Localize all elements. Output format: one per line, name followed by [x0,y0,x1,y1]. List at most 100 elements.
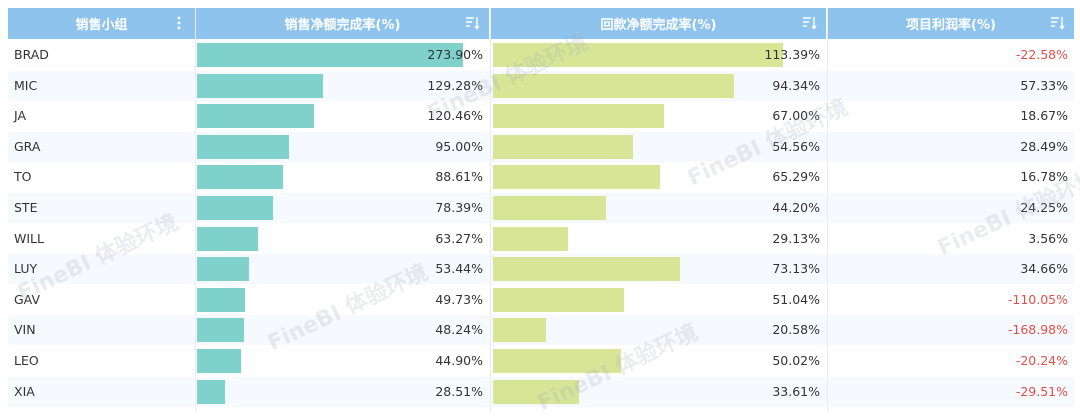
sales-completion-cell: 129.28% [196,71,489,101]
payment-completion-cell: 29.13% [491,224,826,254]
payment-completion-cell: 20.58% [491,315,826,345]
table-row[interactable]: LEO 44.90% 50.02% -20.24% [8,346,1074,376]
sales-completion-bar [197,43,463,67]
payment-completion-bar [493,287,624,312]
payment-completion-bar [493,73,734,98]
sales-completion-bar [197,257,249,282]
payment-completion-cell: 73.13% [491,254,826,284]
header-sales-group[interactable]: 销售小组 [8,8,195,39]
profit-margin-cell: 16.78% [828,162,1074,192]
sales-completion-cell: 78.39% [196,193,489,223]
table-row[interactable]: VIN 48.24% 20.58% -168.98% [8,315,1074,346]
sales-group-cell: TO [14,169,32,185]
header-sales-group-label: 销售小组 [75,18,128,33]
payment-completion-cell: 50.02% [491,346,826,376]
more-vertical-icon[interactable] [171,15,187,31]
profit-margin-cell: -22.58% [828,40,1074,70]
profit-margin-value: -20.24% [1015,353,1068,368]
payment-completion-value: 50.02% [772,353,820,368]
payment-completion-bar [493,318,546,343]
sales-completion-bar [197,73,323,98]
sales-group-cell: XIA [14,383,35,399]
sales-completion-value: 78.39% [435,200,483,215]
profit-margin-value: 34.66% [1020,261,1068,277]
sales-completion-bar [197,379,225,404]
table-row[interactable]: JA 120.46% 67.00% 18.67% [8,101,1074,132]
profit-margin-cell: 3.56% [828,224,1074,254]
sales-group-cell: WILL [14,230,44,246]
sales-group-cell: STE [14,200,38,215]
payment-completion-bar [493,134,633,159]
table-row[interactable]: XIA 28.51% 33.61% -29.51% [8,376,1074,407]
column-divider [195,8,196,413]
sales-completion-value: 48.24% [435,322,483,338]
profit-margin-cell: 57.33% [828,71,1074,101]
payment-completion-cell: 51.04% [491,285,826,315]
payment-completion-value: 113.39% [764,47,820,62]
sales-completion-cell: 95.00% [196,132,489,162]
sales-completion-value: 88.61% [435,169,483,185]
sales-group-cell: GRA [14,138,41,154]
sales-completion-cell: 53.44% [196,254,489,284]
profit-margin-value: 57.33% [1020,77,1068,93]
sales-completion-value: 49.73% [435,291,483,307]
header-payment-completion[interactable]: 回款净额完成率(%) [491,8,826,39]
sales-completion-cell: 48.24% [196,315,489,345]
table-row[interactable]: WILL 63.27% 29.13% 3.56% [8,223,1074,254]
payment-completion-value: 29.13% [772,230,820,246]
header-profit-margin[interactable]: 项目利润率(%) [828,8,1074,39]
payment-completion-value: 65.29% [772,169,820,185]
sales-group-cell: LUY [14,261,38,277]
header-sales-completion[interactable]: 销售净额完成率(%) [196,8,489,39]
profit-margin-value: 24.25% [1020,200,1068,215]
profit-margin-cell: 24.25% [828,193,1074,223]
payment-completion-value: 44.20% [772,200,820,215]
payment-completion-bar [493,226,568,251]
payment-completion-bar [493,43,783,67]
sales-group-cell: JA [14,108,27,124]
table-row[interactable]: LUY 53.44% 73.13% 34.66% [8,254,1074,285]
sales-completion-cell: 49.73% [196,285,489,315]
payment-completion-bar [493,165,660,190]
payment-completion-cell: 65.29% [491,162,826,192]
sort-icon[interactable] [465,15,481,31]
payment-completion-bar [493,349,621,373]
profit-margin-value: -168.98% [1007,322,1068,338]
sort-icon[interactable] [802,15,818,31]
payment-completion-value: 94.34% [772,77,820,93]
profit-margin-cell: 28.49% [828,132,1074,162]
payment-completion-value: 67.00% [772,108,820,124]
profit-margin-value: 18.67% [1020,108,1068,124]
payment-completion-value: 54.56% [772,138,820,154]
profit-margin-value: -22.58% [1015,47,1068,62]
profit-margin-cell: 34.66% [828,254,1074,284]
sales-completion-bar [197,134,289,159]
table-row[interactable]: GRA 95.00% 54.56% 28.49% [8,131,1074,162]
sales-completion-bar [197,287,245,312]
sort-icon[interactable] [1050,15,1066,31]
sales-group-cell: MIC [14,77,38,93]
sales-completion-cell: 44.90% [196,346,489,376]
table-row[interactable]: STE 78.39% 44.20% 24.25% [8,193,1074,223]
payment-completion-cell: 113.39% [491,40,826,70]
payment-completion-bar [493,104,664,129]
table-row[interactable]: TO 88.61% 65.29% 16.78% [8,162,1074,193]
table-row[interactable]: MIC 129.28% 94.34% 57.33% [8,70,1074,101]
profit-margin-value: 3.56% [1028,230,1068,246]
sales-completion-value: 28.51% [435,383,483,399]
profit-margin-cell: -110.05% [828,285,1074,315]
sales-completion-bar [197,104,314,129]
sales-completion-bar [197,196,273,220]
column-divider [827,8,828,413]
profit-margin-cell: -29.51% [828,377,1074,407]
sales-completion-bar [197,349,241,373]
profit-margin-cell: -20.24% [828,346,1074,376]
sales-completion-cell: 120.46% [196,101,489,131]
sales-completion-value: 53.44% [435,261,483,277]
profit-margin-value: -110.05% [1007,291,1068,307]
sales-completion-bar [197,165,283,190]
table-row[interactable]: BRAD 273.90% 113.39% -22.58% [8,40,1074,70]
sales-group-cell: BRAD [14,47,49,62]
table-row[interactable]: GAV 49.73% 51.04% -110.05% [8,284,1074,315]
header-sales-completion-label: 销售净额完成率(%) [284,18,401,33]
